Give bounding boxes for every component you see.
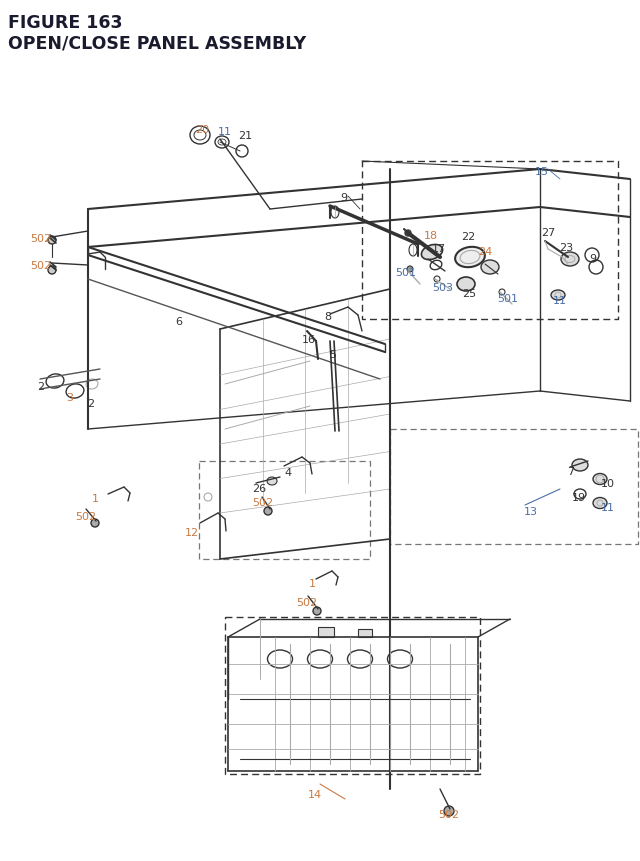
Text: 2: 2 bbox=[37, 381, 44, 392]
Text: 27: 27 bbox=[541, 228, 556, 238]
Text: 13: 13 bbox=[524, 506, 538, 517]
Text: 23: 23 bbox=[559, 243, 573, 253]
Text: 501: 501 bbox=[395, 268, 416, 278]
Text: 19: 19 bbox=[572, 492, 586, 503]
Text: 21: 21 bbox=[238, 131, 252, 141]
Circle shape bbox=[264, 507, 272, 516]
Text: 1: 1 bbox=[92, 493, 99, 504]
Text: 502: 502 bbox=[75, 511, 96, 522]
Text: 15: 15 bbox=[535, 167, 549, 177]
Text: 11: 11 bbox=[218, 127, 232, 137]
Ellipse shape bbox=[551, 291, 565, 300]
Text: 502: 502 bbox=[296, 598, 317, 607]
Ellipse shape bbox=[455, 247, 485, 268]
Text: 22: 22 bbox=[461, 232, 476, 242]
Text: 9: 9 bbox=[589, 254, 596, 263]
Ellipse shape bbox=[572, 460, 588, 472]
Circle shape bbox=[48, 237, 56, 245]
Text: 11: 11 bbox=[553, 295, 567, 306]
Text: 5: 5 bbox=[329, 350, 336, 360]
Text: 2: 2 bbox=[87, 399, 94, 408]
Text: 14: 14 bbox=[308, 789, 322, 799]
Ellipse shape bbox=[267, 478, 277, 486]
Text: 25: 25 bbox=[462, 288, 476, 299]
Text: FIGURE 163: FIGURE 163 bbox=[8, 14, 122, 32]
Circle shape bbox=[313, 607, 321, 616]
Circle shape bbox=[48, 267, 56, 275]
Text: 4: 4 bbox=[284, 468, 291, 478]
Text: 502: 502 bbox=[438, 809, 459, 819]
Circle shape bbox=[405, 231, 411, 237]
Text: 26: 26 bbox=[252, 483, 266, 493]
Text: 7: 7 bbox=[567, 467, 574, 476]
Text: 12: 12 bbox=[185, 528, 199, 537]
Text: 502: 502 bbox=[252, 498, 273, 507]
Text: 502: 502 bbox=[30, 261, 51, 270]
Text: 9: 9 bbox=[340, 193, 347, 202]
Text: 501: 501 bbox=[497, 294, 518, 304]
Ellipse shape bbox=[481, 261, 499, 275]
Text: 11: 11 bbox=[601, 503, 615, 512]
Ellipse shape bbox=[593, 498, 607, 509]
Ellipse shape bbox=[457, 278, 475, 292]
Text: 1: 1 bbox=[309, 579, 316, 588]
Circle shape bbox=[91, 519, 99, 528]
Bar bbox=[358, 629, 372, 637]
Ellipse shape bbox=[561, 253, 579, 267]
Text: 24: 24 bbox=[478, 247, 492, 257]
Text: 16: 16 bbox=[302, 335, 316, 344]
Text: 6: 6 bbox=[175, 317, 182, 326]
Ellipse shape bbox=[593, 474, 607, 485]
Text: 3: 3 bbox=[66, 393, 73, 403]
Circle shape bbox=[444, 806, 454, 816]
Text: 503: 503 bbox=[432, 282, 453, 293]
Text: 502: 502 bbox=[30, 233, 51, 244]
Text: 20: 20 bbox=[195, 125, 209, 135]
Ellipse shape bbox=[421, 245, 443, 260]
Text: 17: 17 bbox=[432, 244, 446, 254]
Bar bbox=[318, 628, 334, 637]
Text: 8: 8 bbox=[324, 312, 331, 322]
Text: 18: 18 bbox=[424, 231, 438, 241]
Text: 10: 10 bbox=[601, 479, 615, 488]
Circle shape bbox=[407, 267, 413, 273]
Text: OPEN/CLOSE PANEL ASSEMBLY: OPEN/CLOSE PANEL ASSEMBLY bbox=[8, 34, 306, 52]
